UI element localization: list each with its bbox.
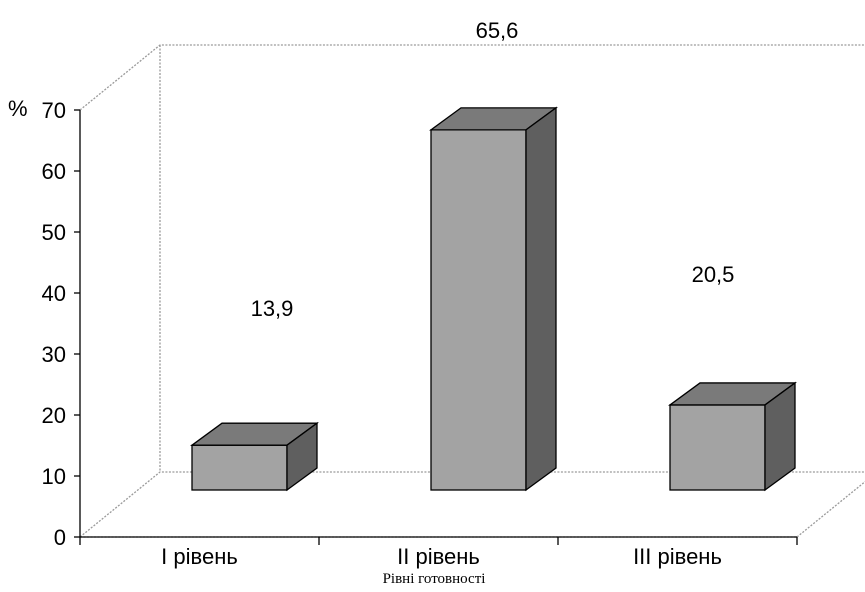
y-tick-label: 30 [42,342,66,367]
data-label: 65,6 [476,18,519,43]
y-tick-label: 40 [42,281,66,306]
data-label: 13,9 [251,296,294,321]
y-tick-label: 0 [54,525,66,550]
floor-right-edge [796,480,865,538]
back-wall-top-edge [79,44,865,111]
chart-labels: 13,9 I рівень 65,6 II рівень 20,5 III рівень [161,18,734,569]
bar-side-face [286,421,318,492]
y-tick-label: 10 [42,464,66,489]
y-axis-label: % [8,96,28,121]
x-tick-label: I рівень [161,544,238,569]
x-axis-title: Рівні готовності [383,571,486,587]
bar [668,381,797,492]
bar-side-face [764,381,796,492]
x-tick-label: II рівень [397,544,480,569]
bar-front-face [669,404,766,491]
chart-bars [190,106,797,492]
y-tick-label: 60 [42,159,66,184]
bar [190,421,319,492]
bar [429,106,558,492]
bar-front-face [430,129,527,491]
y-tick-label: 50 [42,220,66,245]
x-tick-label: III рівень [633,544,722,569]
y-tick-label: 20 [42,403,66,428]
chart-axes: 0 10 20 30 40 50 60 70 [42,98,798,550]
bar-front-face [191,444,288,491]
bar-side-face [525,106,557,492]
y-tick-label: 70 [42,98,66,123]
floor-back-edge [79,471,865,538]
data-label: 20,5 [692,262,735,287]
